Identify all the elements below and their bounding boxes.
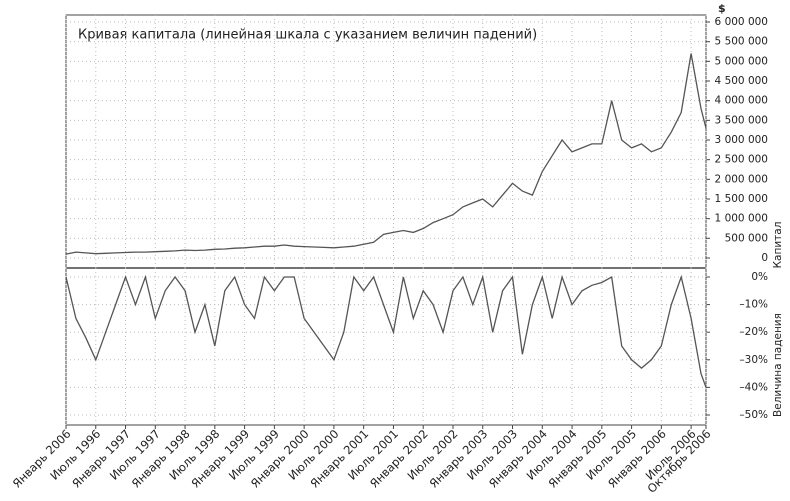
y-tick-label: 0	[761, 252, 768, 264]
data-line	[65, 53, 707, 255]
y-tick-label: 6 000 000	[715, 16, 768, 28]
y-unit: $	[718, 2, 726, 15]
data-line	[65, 274, 707, 388]
y-tick-label: 1 000 000	[715, 213, 768, 225]
y-tick-label: 5 000 000	[715, 55, 768, 67]
y-tick-label: –40%	[739, 381, 768, 393]
y-axis-label: Капитал	[772, 222, 784, 269]
y-tick-label: –30%	[739, 354, 768, 366]
y-tick-label: –50%	[739, 409, 768, 421]
y-tick-label: 4 000 000	[715, 95, 768, 107]
y-tick-label: 3 000 000	[715, 134, 768, 146]
y-tick-label: 5 500 000	[715, 36, 768, 48]
y-tick-label: 2 000 000	[715, 173, 768, 185]
chart-title: Кривая капитала (линейная шкала с указан…	[78, 28, 537, 43]
y-tick-label: 2 500 000	[715, 154, 768, 166]
y-tick-label: 4 500 000	[715, 75, 768, 87]
y-tick-label: –10%	[739, 299, 768, 311]
y-axis-label: Величина падения	[772, 313, 784, 417]
y-tick-label: 1 500 000	[715, 193, 768, 205]
y-tick-label: 500 000	[725, 232, 768, 244]
plot-frame	[65, 14, 707, 426]
y-tick-label: 3 500 000	[715, 114, 768, 126]
y-tick-label: –20%	[739, 326, 768, 338]
y-tick-label: 0%	[751, 271, 768, 283]
